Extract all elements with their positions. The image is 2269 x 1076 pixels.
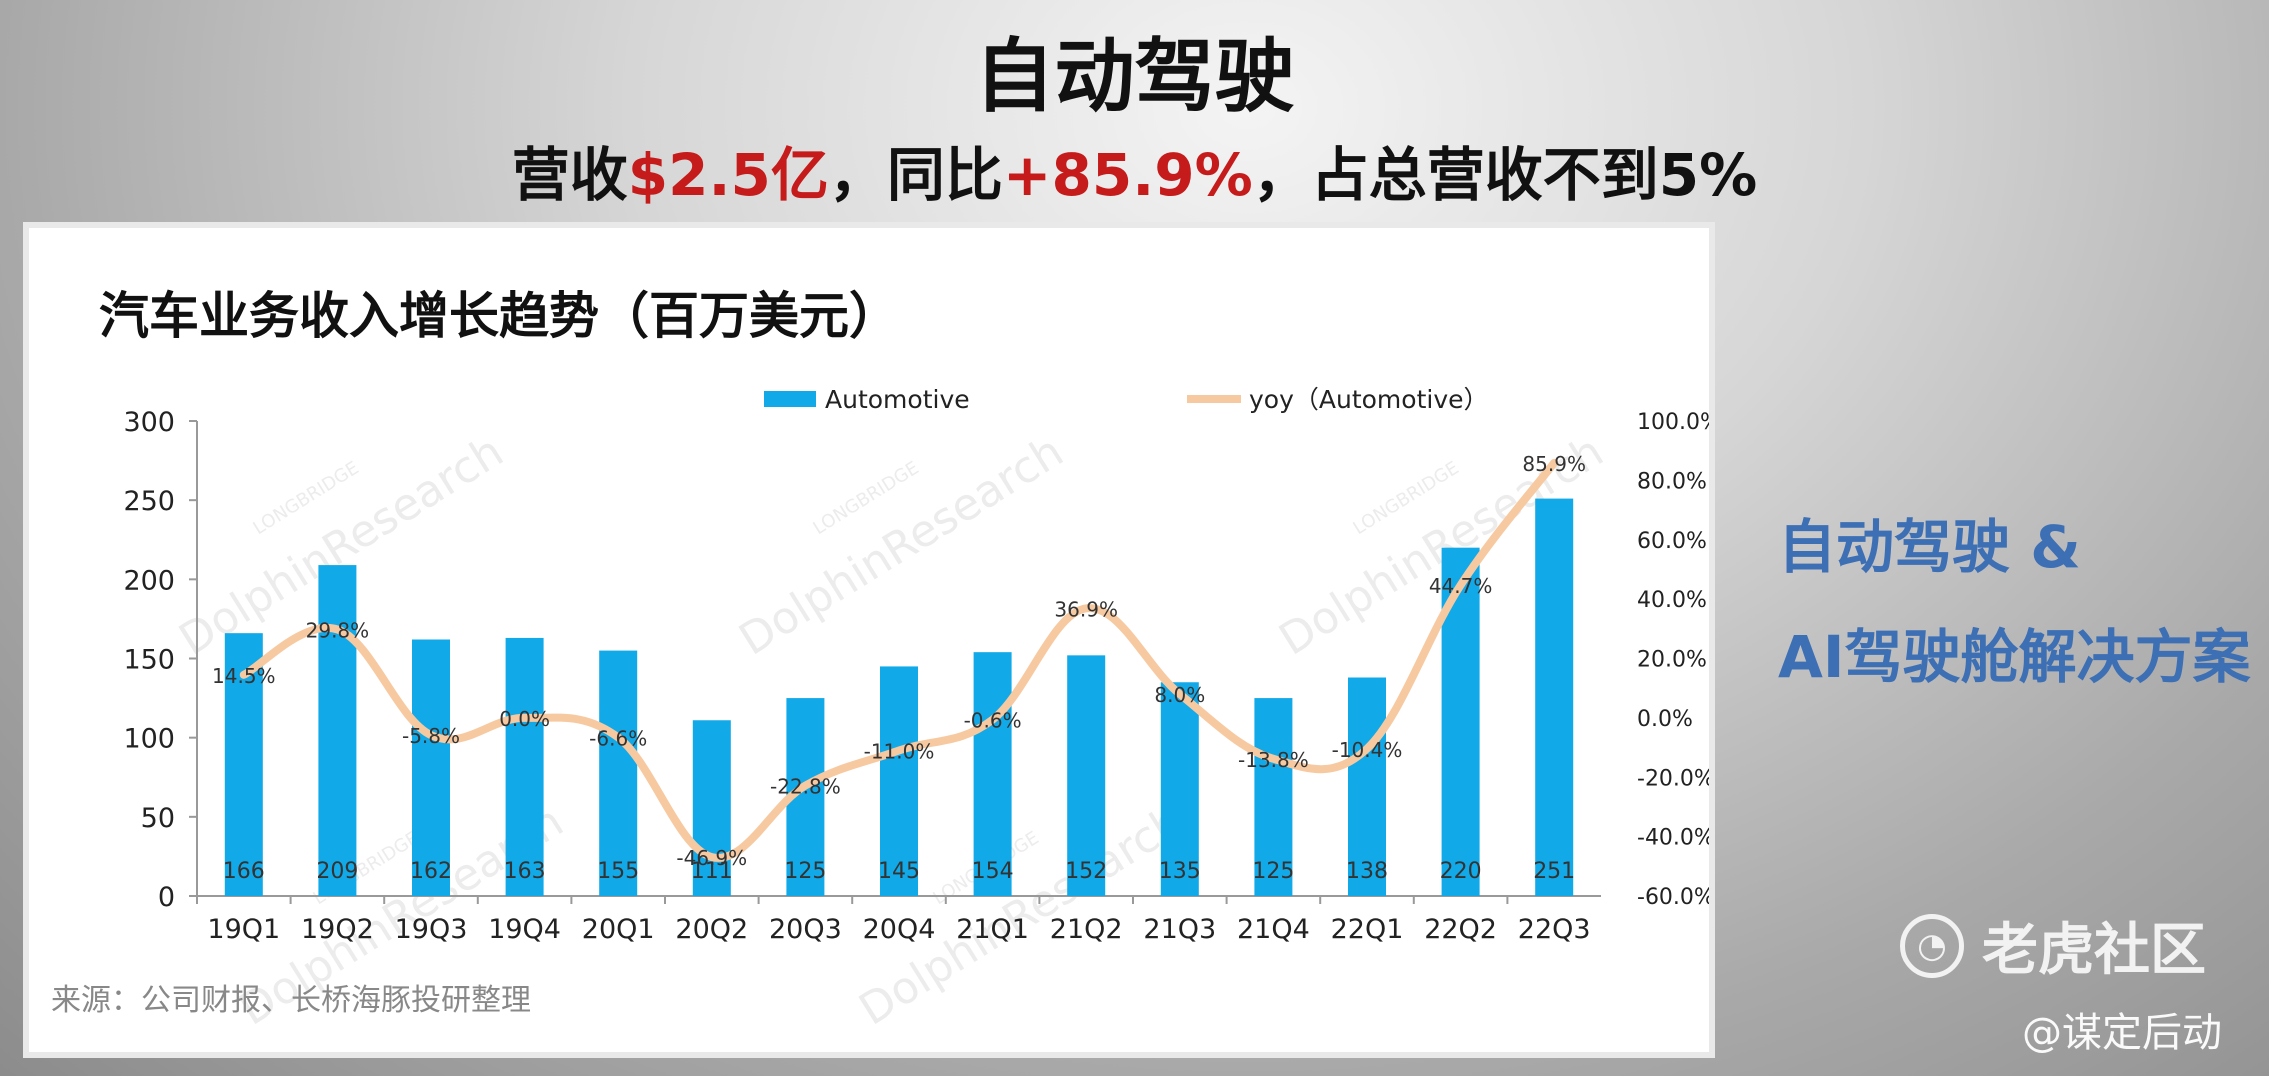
bar xyxy=(318,565,357,896)
x-tick-label: 20Q4 xyxy=(863,914,936,945)
yoy-value-label: 0.0% xyxy=(499,707,550,731)
x-tick-label: 20Q1 xyxy=(582,914,655,945)
y2-tick-label: 40.0% xyxy=(1637,588,1707,613)
legend-bar-label: Automotive xyxy=(825,385,970,414)
yoy-value-label: -10.4% xyxy=(1332,738,1403,762)
bar xyxy=(973,652,1012,896)
y-tick-label: 300 xyxy=(123,407,175,438)
yoy-value-label: 44.7% xyxy=(1429,574,1493,598)
side-text-line-1: 自动驾驶 & xyxy=(1778,513,2081,581)
x-tick-label: 19Q1 xyxy=(207,914,280,945)
bar-value-label: 125 xyxy=(1252,859,1294,884)
yoy-value-label: 29.8% xyxy=(306,618,370,642)
y-tick-label: 150 xyxy=(123,645,175,676)
yoy-value-label: -13.8% xyxy=(1238,748,1309,772)
y-tick-label: 50 xyxy=(141,803,175,834)
bar-value-label: 209 xyxy=(316,859,358,884)
x-tick-label: 22Q1 xyxy=(1331,914,1404,945)
bar xyxy=(505,637,544,896)
watermark-text: DolphinResearch xyxy=(731,426,1072,666)
yoy-value-label: 36.9% xyxy=(1054,597,1118,621)
bar-value-label: 125 xyxy=(784,859,826,884)
x-tick-label: 21Q2 xyxy=(1050,914,1123,945)
x-tick-label: 20Q3 xyxy=(769,914,842,945)
yoy-value-label: 8.0% xyxy=(1154,683,1205,707)
x-tick-label: 22Q2 xyxy=(1424,914,1497,945)
side-text-line-2: AI驾驶舱解决方案 xyxy=(1778,623,2251,691)
chart-source: 来源：公司财报、长桥海豚投研整理 xyxy=(51,983,531,1018)
yoy-value-label: -5.8% xyxy=(402,724,460,748)
x-tick-label: 21Q4 xyxy=(1237,914,1310,945)
bar-value-label: 166 xyxy=(223,859,265,884)
bar xyxy=(1067,655,1106,896)
bar-value-label: 154 xyxy=(972,859,1014,884)
bar xyxy=(599,650,638,896)
x-tick-label: 21Q3 xyxy=(1143,914,1216,945)
bar-value-label: 162 xyxy=(410,859,452,884)
x-tick-label: 20Q2 xyxy=(675,914,748,945)
author-handle: @谋定后动 xyxy=(2022,1010,2222,1056)
subtitle-part: 营收 xyxy=(511,141,628,209)
y-tick-label: 200 xyxy=(123,565,175,596)
subtitle-revenue: $2.5亿 xyxy=(627,141,829,209)
brand-name: 老虎社区 xyxy=(1982,918,2206,983)
slide-title: 自动驾驶 xyxy=(974,30,1295,123)
slide-subtitle: 营收$2.5亿，同比+85.9%，占总营收不到5% xyxy=(0,128,2269,212)
bar-value-label: 111 xyxy=(691,859,733,884)
bar-value-label: 135 xyxy=(1159,859,1201,884)
x-tick-label: 22Q3 xyxy=(1518,914,1591,945)
bar-value-label: 163 xyxy=(504,859,546,884)
bar xyxy=(412,639,450,896)
bar-value-label: 220 xyxy=(1440,859,1482,884)
bar-value-label: 155 xyxy=(597,859,639,884)
x-tick-label: 21Q1 xyxy=(956,914,1029,945)
bar-value-label: 251 xyxy=(1533,859,1575,884)
legend-line-label: yoy（Automotive） xyxy=(1249,385,1489,414)
y2-tick-label: 100.0% xyxy=(1637,410,1709,435)
y-tick-label: 0 xyxy=(158,882,175,913)
y2-tick-label: 80.0% xyxy=(1637,469,1707,494)
legend-bar-swatch xyxy=(764,391,816,407)
yoy-value-label: -22.8% xyxy=(770,775,841,799)
y2-tick-label: 0.0% xyxy=(1637,707,1693,732)
labels-group: 166 209 162 163 155 111 125 145 154 152 135 125 138 2… xyxy=(212,452,1586,884)
x-tick-label: 19Q3 xyxy=(395,914,468,945)
bar xyxy=(1535,498,1574,896)
axes-group: 0 50 100 150 200 250 300 100.0% 80.0% 60.0% 40.0% 2… xyxy=(123,407,1709,945)
subtitle-part: ，同比 xyxy=(828,141,1003,209)
brand-logo-group: ◔ 老虎社区 xyxy=(1900,905,2206,986)
bar xyxy=(692,720,731,896)
yoy-value-label: -46.9% xyxy=(676,846,747,870)
y2-tick-label: -20.0% xyxy=(1637,766,1709,791)
subtitle-growth: +85.9% xyxy=(1002,141,1253,209)
x-tick-label: 19Q4 xyxy=(488,914,561,945)
tiger-logo-icon: ◔ xyxy=(1900,913,1964,978)
x-tick-label: 19Q2 xyxy=(301,914,374,945)
chart-title: 汽车业务收入增长趋势（百万美元） xyxy=(99,287,899,345)
bar-value-label: 138 xyxy=(1346,859,1388,884)
yoy-value-label: 85.9% xyxy=(1522,452,1586,476)
yoy-value-label: 14.5% xyxy=(212,664,276,688)
y2-tick-label: -60.0% xyxy=(1637,885,1709,910)
y-tick-label: 100 xyxy=(123,724,175,755)
bar xyxy=(880,666,918,896)
subtitle-part: ，占总营收不到5% xyxy=(1252,141,1758,209)
y2-tick-label: 60.0% xyxy=(1637,529,1707,554)
bar xyxy=(1348,677,1386,896)
bar xyxy=(1160,682,1199,896)
yoy-line xyxy=(239,458,1559,862)
y2-tick-label: -40.0% xyxy=(1637,826,1709,851)
yoy-value-label: -11.0% xyxy=(864,740,935,764)
bar xyxy=(1254,698,1293,896)
legend: Automotive yoy（Automotive） xyxy=(764,385,1489,414)
bar-value-label: 152 xyxy=(1065,859,1107,884)
bar-value-label: 145 xyxy=(878,859,920,884)
y-tick-label: 250 xyxy=(123,486,175,517)
yoy-value-label: -0.6% xyxy=(964,709,1022,733)
chart-panel: DolphinResearch LONGBRIDGE DolphinResearch… xyxy=(23,222,1715,1058)
y2-tick-label: 20.0% xyxy=(1637,648,1707,673)
yoy-value-label: -6.6% xyxy=(589,726,647,750)
yoy-line-group xyxy=(239,458,1559,862)
